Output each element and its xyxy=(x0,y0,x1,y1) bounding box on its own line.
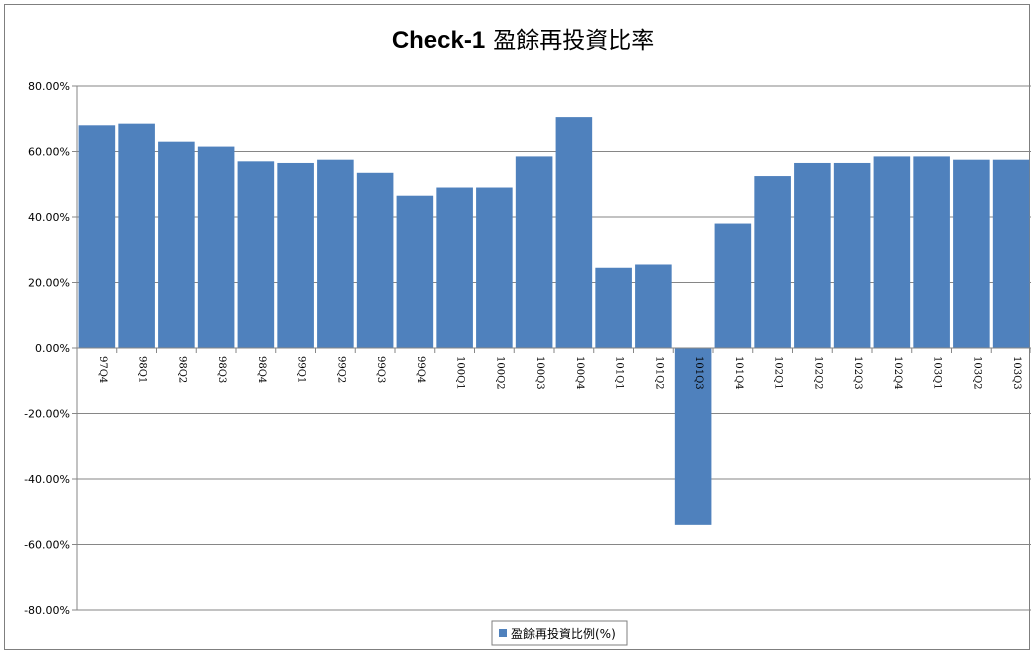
bar-98Q2 xyxy=(158,141,195,348)
y-tick-label: 80.00% xyxy=(28,80,70,93)
y-tick-label: 40.00% xyxy=(28,211,70,224)
x-tick-label: 100Q3 xyxy=(534,356,545,390)
x-tick-label: 101Q3 xyxy=(693,356,704,390)
y-tick-label: -40.00% xyxy=(24,473,70,486)
bar-102Q2 xyxy=(794,162,831,348)
x-tick-label: 99Q3 xyxy=(375,356,386,383)
y-tick-label: 60.00% xyxy=(28,146,70,159)
legend-label: 盈餘再投資比例(%) xyxy=(511,626,616,641)
bar-99Q1 xyxy=(277,162,314,348)
x-tick-label: 97Q4 xyxy=(97,356,108,383)
x-tick-label: 102Q3 xyxy=(852,356,863,390)
bar-98Q1 xyxy=(118,123,155,348)
axis-layer xyxy=(72,85,1031,611)
x-tick-label: 98Q2 xyxy=(176,356,187,383)
chart-frame: Check-1 盈餘再投資比率 80.00% 60.00% 40.00% 20.00% 0… xyxy=(4,4,1031,650)
bar-99Q3 xyxy=(356,172,394,348)
x-tick-label: 98Q3 xyxy=(216,356,227,383)
bar-103Q1 xyxy=(913,156,950,348)
x-tick-label: 100Q2 xyxy=(494,356,505,390)
bar-101Q3 xyxy=(674,348,712,525)
x-tick-label: 102Q4 xyxy=(892,356,903,390)
bar-97Q4 xyxy=(78,125,116,348)
bar-102Q1 xyxy=(754,176,791,348)
bar-101Q4 xyxy=(714,223,752,348)
x-tick-label: 103Q1 xyxy=(932,356,943,390)
x-tick-labels: 97Q4 98Q1 98Q2 98Q3 98Q4 99Q1 99Q2 99Q3 99Q4 100Q… xyxy=(97,356,1022,390)
x-tick-label: 102Q2 xyxy=(812,356,823,390)
bar-100Q4 xyxy=(555,117,593,348)
chart-title: Check-1 盈餘再投資比率 xyxy=(392,27,654,54)
bar-98Q4 xyxy=(237,161,275,348)
x-tick-label: 101Q2 xyxy=(653,356,664,390)
bar-99Q2 xyxy=(317,159,354,348)
chart-svg: Check-1 盈餘再投資比率 80.00% 60.00% 40.00% 20.00% 0… xyxy=(24,27,1031,646)
y-tick-label: -80.00% xyxy=(24,604,70,617)
y-tick-label: -60.00% xyxy=(24,539,70,552)
y-tick-labels: 80.00% 60.00% 40.00% 20.00% 0.00% -20.00% -40.… xyxy=(24,80,70,617)
y-tick-label: -20.00% xyxy=(24,408,70,421)
bar-100Q2 xyxy=(476,187,513,348)
y-tick-label: 0.00% xyxy=(35,342,70,355)
x-tick-label: 99Q4 xyxy=(415,356,426,383)
bar-101Q2 xyxy=(635,264,672,348)
y-tick-label: 20.00% xyxy=(28,277,70,290)
bar-102Q3 xyxy=(833,162,871,348)
bars-layer xyxy=(78,117,1030,525)
x-tick-label: 99Q1 xyxy=(296,356,307,383)
legend-swatch xyxy=(499,629,507,637)
bar-101Q1 xyxy=(595,267,632,348)
bar-99Q4 xyxy=(396,195,434,348)
x-tick-label: 98Q4 xyxy=(256,356,267,383)
bar-103Q3 xyxy=(992,159,1030,348)
x-tick-label: 98Q1 xyxy=(137,356,148,383)
x-tick-label: 101Q1 xyxy=(614,356,625,390)
legend-box xyxy=(491,620,628,646)
x-tick-label: 102Q1 xyxy=(773,356,784,390)
bar-103Q2 xyxy=(953,159,990,348)
legend: 盈餘再投資比例(%) xyxy=(491,620,628,646)
bar-100Q1 xyxy=(436,187,473,348)
x-tick-label: 101Q4 xyxy=(733,356,744,390)
bar-102Q4 xyxy=(873,156,911,348)
bar-100Q3 xyxy=(515,156,553,348)
chart-title-sub: 盈餘再投資比率 xyxy=(493,28,654,54)
chart-title-main: Check-1 xyxy=(392,27,485,54)
x-tick-label: 103Q2 xyxy=(971,356,982,390)
x-tick-label: 99Q2 xyxy=(335,356,346,383)
x-tick-label: 100Q1 xyxy=(455,356,466,390)
bar-98Q3 xyxy=(197,146,235,348)
x-tick-label: 100Q4 xyxy=(574,356,585,390)
x-tick-label: 103Q3 xyxy=(1011,356,1022,390)
